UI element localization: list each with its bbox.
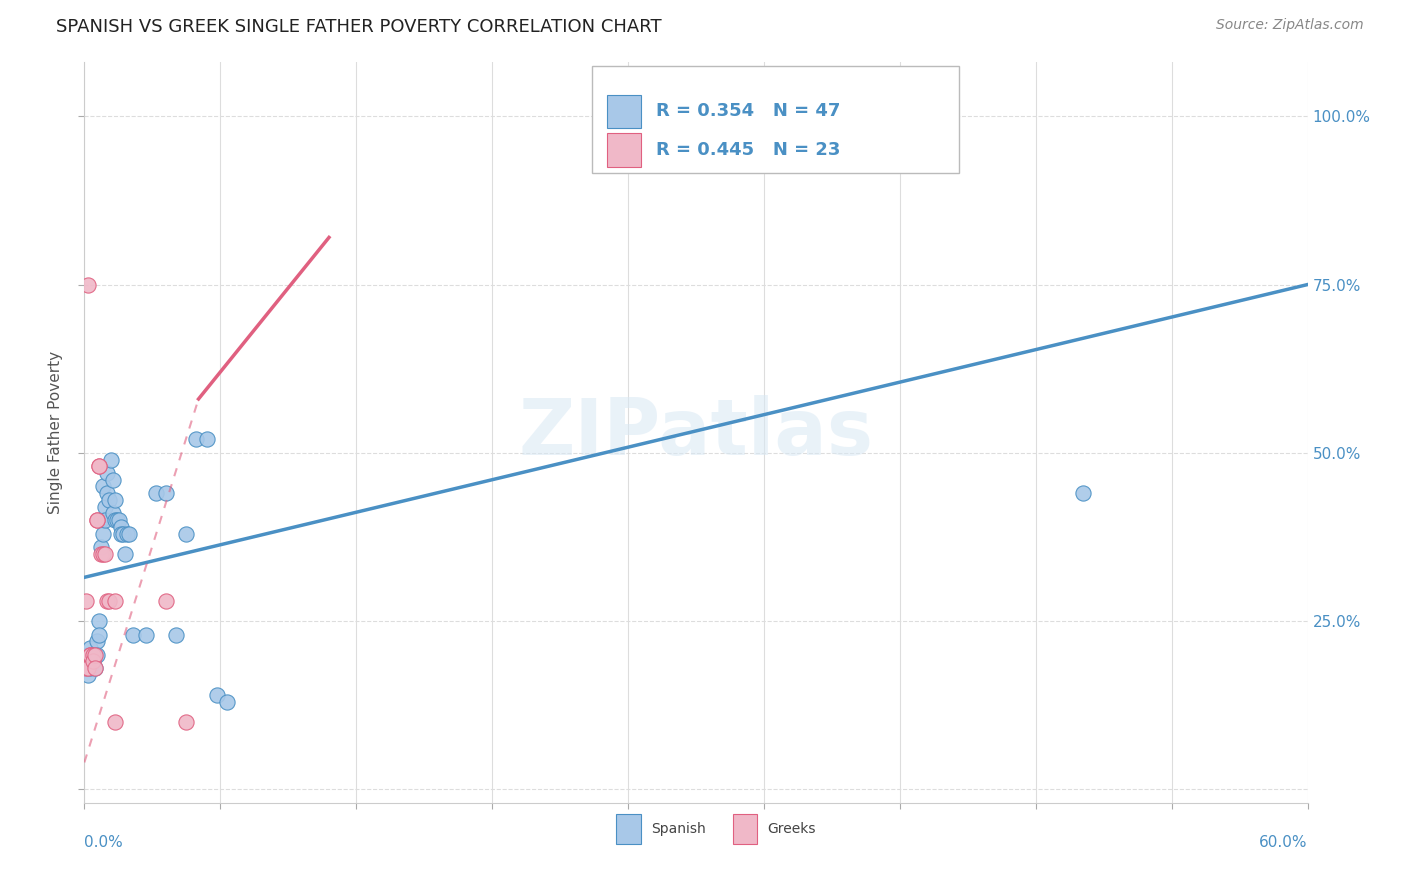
Point — [93, 500, 115, 514]
Point — [82, 648, 104, 662]
Point — [685, 109, 707, 123]
Point — [82, 655, 104, 669]
Point — [122, 627, 145, 641]
Point — [91, 547, 114, 561]
Point — [86, 634, 108, 648]
Point — [105, 513, 128, 527]
Point — [96, 594, 118, 608]
Point — [75, 661, 97, 675]
Point — [155, 486, 177, 500]
Point — [86, 513, 108, 527]
Point — [155, 594, 177, 608]
Point — [93, 513, 115, 527]
Text: R = 0.445   N = 23: R = 0.445 N = 23 — [655, 141, 839, 159]
Point — [1073, 486, 1095, 500]
Point — [93, 547, 115, 561]
Point — [77, 277, 100, 292]
Point — [83, 661, 105, 675]
Bar — [733, 814, 758, 844]
Bar — [616, 814, 641, 844]
Bar — [606, 95, 641, 128]
Point — [110, 520, 132, 534]
Point — [97, 492, 120, 507]
Point — [96, 466, 118, 480]
Point — [104, 513, 127, 527]
Point — [83, 661, 105, 675]
Point — [77, 661, 100, 675]
Point — [114, 547, 136, 561]
Point — [82, 655, 104, 669]
Point — [79, 648, 101, 662]
Point — [174, 526, 197, 541]
Text: SPANISH VS GREEK SINGLE FATHER POVERTY CORRELATION CHART: SPANISH VS GREEK SINGLE FATHER POVERTY C… — [56, 18, 662, 36]
Point — [82, 648, 104, 662]
Point — [90, 547, 112, 561]
Point — [165, 627, 187, 641]
Point — [75, 594, 97, 608]
Text: Spanish: Spanish — [651, 822, 706, 836]
FancyBboxPatch shape — [592, 66, 959, 173]
Point — [91, 526, 114, 541]
Point — [112, 526, 135, 541]
Point — [108, 513, 131, 527]
Point — [186, 433, 208, 447]
Point — [100, 452, 122, 467]
Text: ZIPatlas: ZIPatlas — [519, 394, 873, 471]
Point — [91, 479, 114, 493]
Text: 0.0%: 0.0% — [84, 835, 124, 850]
Point — [87, 614, 110, 628]
Point — [101, 507, 124, 521]
Point — [195, 433, 218, 447]
Point — [90, 513, 112, 527]
Point — [145, 486, 167, 500]
Point — [174, 714, 197, 729]
Point — [115, 526, 138, 541]
Point — [87, 459, 110, 474]
Point — [101, 473, 124, 487]
Point — [87, 459, 110, 474]
Text: Source: ZipAtlas.com: Source: ZipAtlas.com — [1216, 18, 1364, 32]
Point — [217, 695, 239, 709]
Point — [79, 648, 101, 662]
Point — [110, 526, 132, 541]
Point — [75, 661, 97, 675]
Point — [77, 648, 100, 662]
Point — [86, 513, 108, 527]
Point — [83, 648, 105, 662]
Text: R = 0.354   N = 47: R = 0.354 N = 47 — [655, 103, 839, 120]
Point — [104, 492, 127, 507]
Y-axis label: Single Father Poverty: Single Father Poverty — [48, 351, 63, 514]
Point — [90, 540, 112, 554]
Point — [87, 627, 110, 641]
Point — [79, 661, 101, 675]
Point — [104, 714, 127, 729]
Text: Greeks: Greeks — [766, 822, 815, 836]
Point — [83, 648, 105, 662]
Point — [104, 594, 127, 608]
Point — [79, 640, 101, 655]
Bar — [606, 133, 641, 167]
Text: 60.0%: 60.0% — [1260, 835, 1308, 850]
Point — [205, 688, 228, 702]
Point — [135, 627, 157, 641]
Point — [96, 486, 118, 500]
Point — [118, 526, 141, 541]
Point — [97, 594, 120, 608]
Point — [77, 668, 100, 682]
Point — [86, 648, 108, 662]
